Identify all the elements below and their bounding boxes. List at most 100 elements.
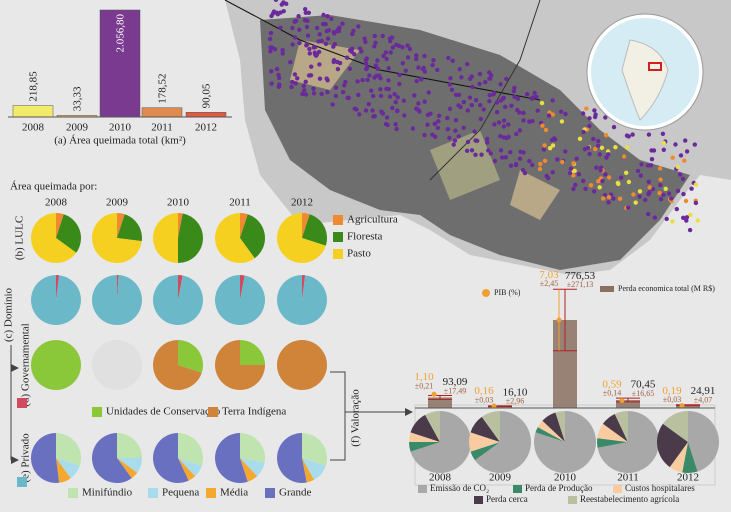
fire-dot [447,106,453,112]
legend-label: Custos hospitalares [625,483,695,493]
error-label: ±0,03 [475,395,493,404]
fire-dot [268,45,273,50]
fire-dot [311,86,316,92]
legend-swatch [208,407,218,417]
pie-slice [117,433,142,458]
fire-dot [312,50,317,55]
x-tick-label: 2011 [151,122,173,134]
fire-dot [445,127,450,132]
fire-dot [363,61,369,66]
fire-dot [461,99,466,105]
fire-dot [496,120,502,125]
fire-dot [680,176,686,182]
x-tick-label: 2012 [195,122,217,134]
fire-dot [311,45,316,50]
pie-slice [302,458,326,480]
fire-dot [619,175,624,180]
fire-dot [494,110,500,115]
fire-dot [386,78,391,83]
fire-dot [453,92,459,98]
fire-dot [638,173,643,178]
pie-slice [153,340,202,390]
pie-slice [542,412,565,442]
fire-dot [606,200,611,205]
fire-dot [603,115,608,120]
fire-dot [323,41,329,46]
column-label: 2008 [45,197,68,209]
fire-dot [535,108,540,113]
pie-slice [474,411,531,473]
x-tick-label: 2010 [109,122,132,134]
fire-dot [492,122,497,127]
fire-dot [624,170,629,175]
fire-dot [481,107,486,112]
fire-dot [664,216,669,222]
fire-dot [472,129,477,134]
fire-dot [513,161,519,167]
fire-dot [363,108,369,113]
fire-dot [290,42,295,47]
fire-dot [350,46,355,51]
fire-dot [375,58,380,63]
fire-dot [500,155,505,160]
fire-dot [693,182,699,187]
fire-dot [430,62,435,68]
pie-slice [215,340,265,390]
fire-dot [522,170,528,176]
error-label: ±17,49 [444,386,466,395]
fire-dot [695,218,700,223]
fire-dot [515,107,520,113]
fire-dot [417,109,422,114]
fire-dot [657,190,662,196]
fire-dot [365,77,370,83]
error-label: ±2,96 [506,397,524,406]
error-label: ±271,13 [567,280,593,289]
fire-dot [599,145,605,150]
fire-dot [673,142,678,147]
row-label: (b) LULC [14,216,26,260]
fire-dot [670,219,675,224]
fire-dot [445,115,450,121]
legend-label: Emissão de CO₂ [430,483,489,493]
fire-dot [478,116,484,122]
fire-dot [329,16,334,21]
fire-dot [498,82,503,87]
patch [510,170,560,220]
fire-dot [573,182,578,188]
point [431,391,437,397]
fire-dot [473,152,478,157]
column-label: 2009 [106,197,129,209]
legend-label: Unidades de Conservação [106,406,221,418]
fire-dot [512,94,517,100]
fire-dot [303,10,308,15]
fire-dot [451,142,456,147]
pie-slice [56,213,64,238]
fire-dot [684,215,690,220]
legend-label: Agricultura [347,214,398,226]
fire-dot [428,111,433,116]
fire-dot [316,49,322,55]
fire-dot [626,205,631,210]
value-label: 776,53 [565,270,596,282]
legend-label: Média [220,487,248,499]
fire-dot [273,0,279,2]
fire-dot [280,51,285,56]
fire-dot [319,38,324,44]
error-label: ±4,07 [694,396,712,405]
fire-dot [303,92,309,97]
fire-dot [530,162,535,168]
legend-swatch [474,496,483,504]
fire-dot [302,88,307,93]
bar [141,107,183,118]
fire-dot [380,111,386,116]
fire-dot [383,121,389,127]
fire-dot [380,33,385,39]
fire-dot [292,35,298,40]
fire-dot [652,215,658,220]
fire-dot [269,81,274,86]
fire-dot [461,125,466,130]
fire-dot [646,179,651,184]
map [224,0,731,275]
fire-dot [292,72,298,77]
